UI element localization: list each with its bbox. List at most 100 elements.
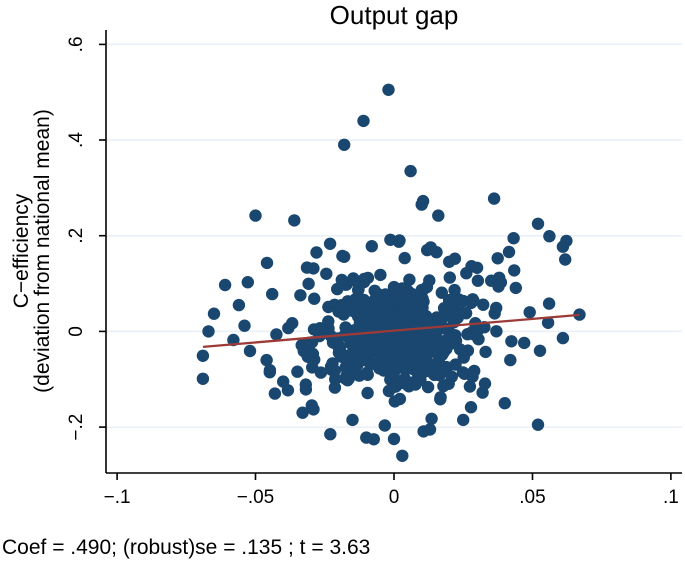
scatter-point: [465, 260, 478, 273]
scatter-point: [448, 305, 461, 318]
regression-note: Coef = .490; (robust)se = .135 ; t = 3.6…: [2, 536, 370, 559]
scatter-point: [357, 114, 370, 128]
y-tick-label: 0: [66, 326, 87, 337]
scatter-point: [232, 298, 246, 312]
scatter-point: [401, 361, 414, 374]
scatter-point: [342, 353, 356, 366]
scatter-point: [322, 315, 335, 328]
scatter-point: [386, 311, 400, 324]
scatter-point: [389, 291, 402, 304]
scatter-point: [387, 432, 401, 446]
scatter-point: [437, 302, 451, 315]
scatter-point: [202, 325, 215, 338]
scatter-point: [308, 292, 321, 305]
scatter-point: [349, 293, 362, 306]
scatter-point: [518, 336, 531, 350]
scatter-point: [382, 83, 395, 97]
scatter-point: [404, 164, 417, 178]
scatter-point: [531, 217, 545, 230]
scatter-point: [543, 230, 556, 243]
scatter-point: [361, 386, 374, 400]
scatter-point: [396, 449, 409, 462]
scatter-point: [380, 302, 394, 315]
scatter-point: [508, 264, 521, 277]
scatter-point: [416, 194, 430, 208]
scatter-point: [435, 286, 448, 299]
scatter-point: [498, 397, 511, 410]
scatter-point: [360, 366, 374, 379]
scatter-point: [477, 298, 490, 311]
scatter-point: [398, 251, 411, 265]
scatter-point: [382, 350, 395, 364]
scatter-point: [374, 268, 387, 282]
scatter-point: [266, 287, 279, 301]
scatter-point: [403, 376, 417, 389]
scatter-point: [291, 365, 304, 378]
scatter-point: [458, 347, 471, 360]
scatter-point: [249, 209, 262, 222]
scatter-point: [270, 328, 283, 341]
scatter-point: [459, 307, 473, 320]
scatter-point: [295, 339, 308, 352]
y-tick-label: −.2: [66, 414, 87, 441]
scatter-point: [573, 308, 586, 321]
scatter-point: [328, 381, 342, 394]
scatter-point: [403, 273, 416, 286]
scatter-point: [384, 233, 397, 246]
scatter-point: [310, 246, 323, 259]
scatter-point: [313, 322, 327, 335]
scatter-point: [241, 276, 254, 289]
scatter-point: [238, 319, 251, 332]
scatter-point: [361, 344, 375, 357]
scatter-point: [413, 349, 426, 362]
scatter-point: [479, 345, 492, 359]
scatter-point: [348, 274, 361, 287]
scatter-point: [367, 433, 380, 446]
scatter-point: [542, 297, 556, 310]
scatter-point: [533, 344, 547, 357]
scatter-point: [366, 317, 379, 330]
scatter-point: [399, 325, 412, 339]
scatter-point: [434, 393, 447, 406]
scatter-point: [286, 317, 299, 330]
tick-labels: −.1 −.05 0 .05 .1 −.2 0 .2 .4 .6: [66, 36, 679, 508]
y-tick-label: .4: [66, 132, 87, 148]
scatter-point: [388, 362, 402, 375]
scatter-point: [478, 377, 492, 390]
scatter-point: [305, 399, 318, 412]
scatter-point: [305, 336, 319, 349]
scatter-point: [509, 281, 522, 295]
scatter-point: [365, 240, 378, 253]
scatter-point: [472, 333, 485, 346]
y-axis-label-line1: C−efficiency: [10, 193, 33, 308]
scatter-point: [368, 284, 381, 297]
scatter-point: [420, 311, 433, 324]
scatter-point: [268, 387, 282, 400]
scatter-point: [504, 353, 517, 367]
scatter-point: [207, 307, 221, 320]
scatter-point: [431, 314, 445, 327]
scatter-point: [218, 278, 232, 292]
scatter-point: [424, 241, 437, 254]
scatter-point: [559, 253, 572, 266]
scatter-point: [457, 413, 470, 427]
scatter-point: [556, 331, 570, 345]
scatter-point: [416, 292, 429, 305]
scatter-point: [443, 255, 456, 268]
scatter-point: [505, 335, 518, 348]
scatter-point: [414, 373, 427, 387]
scatter-point: [324, 428, 337, 441]
scatter-points: [196, 83, 586, 462]
scatter-point: [491, 252, 504, 265]
scatter-point: [320, 267, 333, 280]
scatter-point: [413, 339, 426, 353]
scatter-point: [263, 364, 277, 377]
scatter-point: [341, 374, 354, 387]
scatter-point: [461, 328, 474, 341]
y-tick-label: .2: [66, 228, 87, 244]
scatter-point: [332, 305, 345, 318]
scatter-point: [288, 214, 301, 227]
scatter-point: [487, 192, 501, 205]
